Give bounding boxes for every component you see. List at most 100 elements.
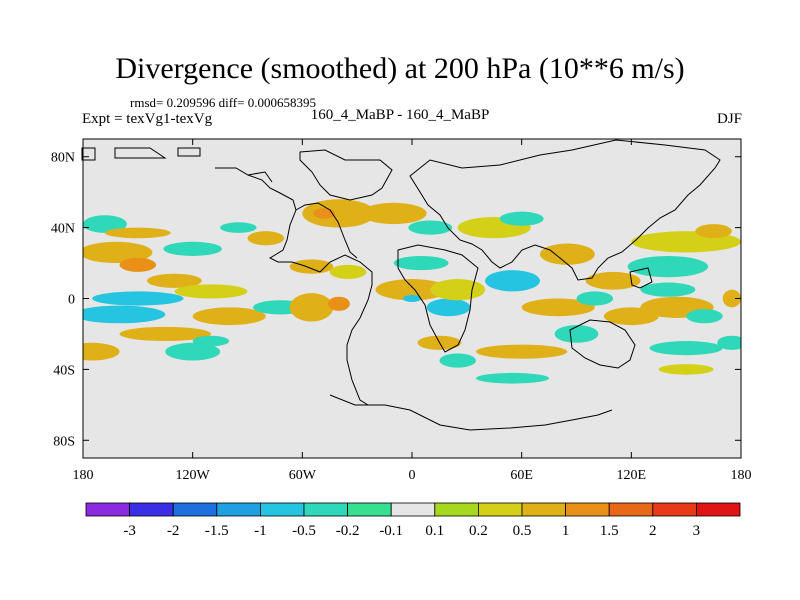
x-tick-label-5: 120E	[617, 468, 647, 483]
divergence-blob-23	[360, 202, 427, 225]
colorbar-box-5	[303, 502, 348, 517]
colorbar-label-5: -0.2	[336, 523, 360, 539]
divergence-blob-8	[146, 273, 202, 288]
colorbar-label-9: 0.5	[513, 523, 532, 539]
x-tick-label-0: 180	[73, 468, 94, 483]
y-tick-label-0: 80N	[51, 151, 75, 166]
colorbar-box-4	[259, 502, 305, 517]
colorbar-box-2	[172, 502, 218, 517]
y-tick-label-4: 80S	[53, 434, 75, 449]
coastline-arctic-islands	[81, 147, 273, 183]
colorbar-label-13: 3	[693, 523, 701, 539]
divergence-blob-9	[174, 284, 248, 299]
divergence-blob-50	[695, 224, 732, 239]
divergence-blob-52	[717, 335, 741, 350]
divergence-blob-28	[426, 298, 471, 317]
divergence-blob-48	[686, 309, 723, 324]
divergence-blob-4	[119, 326, 211, 342]
colorbar-label-12: 2	[649, 523, 657, 539]
divergence-blob-6	[83, 215, 127, 233]
divergence-blob-14	[220, 222, 257, 233]
divergence-blob-2	[92, 291, 184, 306]
divergence-blob-18	[327, 296, 350, 311]
divergence-blob-38	[521, 298, 595, 317]
divergence-blob-21	[302, 199, 376, 228]
divergence-blob-22	[313, 208, 336, 219]
stats-line: rmsd= 0.209596 diff= 0.000658395	[130, 95, 316, 110]
x-tick-label-1: 120W	[176, 468, 211, 483]
divergence-field	[83, 199, 741, 384]
x-tick-label-3: 0	[409, 468, 416, 483]
divergence-blob-26	[375, 279, 449, 301]
colorbar-box-3	[216, 502, 261, 517]
x-tick-label-6: 180	[731, 468, 752, 483]
y-tick-label-1: 40N	[51, 222, 75, 237]
divergence-blob-12	[165, 342, 221, 361]
colorbar-box-12	[608, 502, 654, 517]
season-label: DJF	[716, 111, 742, 127]
divergence-blob-0	[83, 241, 153, 264]
divergence-blob-39	[554, 325, 599, 343]
coastline-antarctica	[329, 394, 613, 431]
divergence-blob-44	[627, 255, 709, 278]
divergence-blob-31	[430, 279, 486, 301]
colorbar-box-13	[652, 502, 697, 517]
divergence-blob-5	[83, 342, 120, 361]
y-tick-label-3: 40S	[53, 363, 75, 378]
coastline-eurasia	[409, 139, 721, 281]
divergence-blob-46	[649, 341, 723, 356]
colorbar-label-1: -2	[167, 523, 180, 539]
colorbar-box-11	[565, 502, 610, 517]
coastlines	[81, 139, 721, 431]
colorbar-box-14	[696, 502, 741, 517]
colorbar-box-9	[477, 502, 523, 517]
divergence-blob-30	[439, 353, 476, 368]
divergence-blob-40	[576, 291, 614, 306]
divergence-blob-36	[499, 211, 544, 226]
map-plot-area	[81, 138, 742, 459]
divergence-blob-15	[247, 231, 285, 246]
axes: 180 120W 60W 0 60E 120E 180 80N 40N 0 40S 80S	[51, 139, 752, 483]
divergence-blob-32	[485, 270, 540, 292]
divergence-blob-17	[289, 293, 334, 322]
colorbar-box-0	[85, 502, 130, 517]
divergence-blob-37	[539, 243, 595, 265]
divergence-blob-41	[585, 271, 641, 290]
colorbar-label-4: -0.5	[292, 523, 316, 539]
divergence-blob-43	[640, 282, 696, 297]
y-tick-label-2: 0	[68, 293, 75, 308]
divergence-blob-3	[83, 305, 166, 324]
colorbar-box-8	[434, 502, 479, 517]
experiment-label: Expt = texVg1-texVg	[82, 111, 213, 127]
coastline-greenland	[299, 149, 393, 201]
divergence-blob-51	[722, 289, 741, 308]
colorbar-label-8: 0.2	[469, 523, 488, 539]
colorbar: -3 -2 -1.5 -1 -0.5 -0.2 -0.1 0.1 0.2 0.5 1 1.5 2 3	[85, 502, 741, 539]
coastline-australia	[569, 319, 636, 369]
divergence-blob-24	[408, 220, 453, 235]
colorbar-label-2: -1.5	[205, 523, 229, 539]
colorbar-label-0: -3	[123, 523, 136, 539]
x-tick-label-4: 60E	[510, 468, 533, 483]
colorbar-label-6: -0.1	[379, 523, 403, 539]
colorbar-box-6	[347, 502, 392, 517]
divergence-blob-10	[192, 307, 266, 326]
coastline-north-america-east	[295, 202, 358, 259]
x-tick-label-2: 60W	[289, 468, 317, 483]
divergence-blob-19	[289, 259, 334, 274]
colorbar-box-1	[129, 502, 174, 517]
colorbar-box-7	[390, 502, 436, 517]
colorbar-label-10: 1	[562, 523, 570, 539]
divergence-blob-47	[658, 364, 714, 375]
divergence-blob-7	[104, 227, 171, 239]
chart-title: Divergence (smoothed) at 200 hPa (10**6 …	[115, 52, 685, 85]
colorbar-label-3: -1	[254, 523, 267, 539]
colorbar-box-10	[521, 502, 566, 517]
coastline-north-america	[215, 167, 321, 273]
divergence-blob-27	[402, 294, 422, 303]
coastline-africa	[397, 244, 479, 353]
divergence-blob-13	[163, 241, 222, 256]
divergence-blob-25	[393, 255, 449, 271]
divergence-blob-33	[475, 344, 568, 359]
